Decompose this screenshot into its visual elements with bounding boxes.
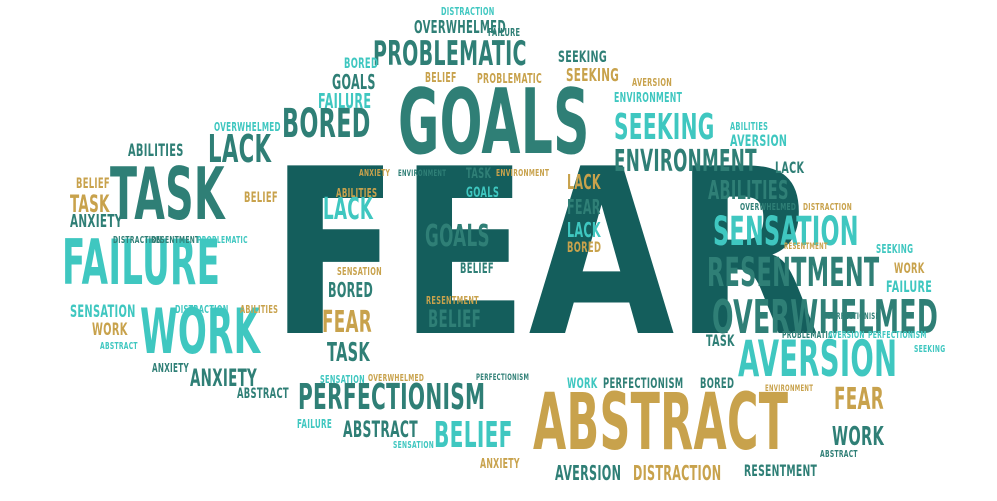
word-perfectionism-right: PERFECTIONISM	[868, 330, 927, 341]
word-bored-upper: BORED	[344, 56, 379, 72]
word-work-small: WORK	[567, 376, 598, 392]
word-abilities-small-gold: ABILITIES	[240, 303, 279, 316]
word-belief-top: BELIEF	[425, 71, 457, 86]
word-seeking-right-bottom: SEEKING	[914, 344, 946, 355]
word-anxiety-small: ANXIETY	[359, 168, 391, 179]
word-belief-bottom: BELIEF	[434, 415, 513, 456]
word-seeking-right: SEEKING	[876, 242, 914, 256]
word-abstract-mid: ABSTRACT	[343, 418, 418, 443]
word-lack-left: LACK	[208, 127, 272, 171]
word-aversion-tiny: AVERSION	[828, 330, 865, 341]
word-lack-small: LACK	[567, 218, 601, 242]
word-lack-mid: LACK	[323, 192, 374, 227]
word-belief-left: BELIEF	[76, 176, 110, 192]
word-aversion: AVERSION	[738, 330, 898, 388]
word-sensation-left: SENSATION	[70, 302, 136, 322]
word-belief-mid: BELIEF	[428, 305, 482, 333]
word-task: TASK	[110, 152, 225, 236]
word-task-mid: TASK	[327, 338, 370, 368]
word-resentment: RESENTMENT	[707, 250, 880, 296]
word-anxiety-bottom: ANXIETY	[480, 457, 520, 472]
word-bored-bottom: BORED	[700, 376, 735, 392]
word-perfectionism-right-small: PERFECTIONISM	[828, 312, 882, 322]
word-abstract: ABSTRACT	[533, 378, 789, 468]
word-goals-mid: GOALS	[425, 219, 490, 254]
word-abstract-left: ABSTRACT	[237, 386, 289, 402]
word-bored-mid: BORED	[328, 278, 374, 302]
word-environment: ENVIRONMENT	[614, 144, 757, 179]
word-perfectionism-small: PERFECTIONISM	[603, 376, 684, 392]
word-distraction-right: DISTRACTION	[803, 202, 853, 213]
word-anxiety-left-upper: ANXIETY	[70, 211, 123, 232]
word-overwhelmed-left: OVERWHELMED	[214, 120, 281, 134]
word-work-right-gold: WORK	[894, 261, 925, 277]
word-distraction-small: DISTRACTION	[175, 303, 229, 316]
word-sensation-bottom: SENSATION	[393, 440, 435, 451]
word-goals-small: GOALS	[466, 185, 500, 201]
word-problematic-right: PROBLEMATIC	[782, 330, 833, 341]
word-failure: FAILURE	[62, 226, 221, 299]
word-aversion-bottom: AVERSION	[555, 461, 622, 485]
word-fear-small: FEAR	[567, 195, 601, 219]
word-task-left-gold: TASK	[70, 190, 110, 218]
word-belief-gold-mid: BELIEF	[244, 190, 278, 206]
word-seeking-top: SEEKING	[558, 47, 608, 66]
word-sensation-small: SENSATION	[337, 265, 382, 278]
word-overwhelmed-top: OVERWHELMED	[414, 17, 506, 38]
word-resentment-small: RESENTMENT	[426, 294, 479, 307]
word-bored-small: BORED	[567, 240, 602, 256]
word-aversion-small: AVERSION	[730, 131, 788, 150]
word-fear-main: FEAR	[270, 121, 821, 388]
word-belief-small: BELIEF	[460, 261, 494, 277]
word-failure-right: FAILURE	[886, 277, 933, 296]
word-abilities-small: ABILITIES	[730, 120, 769, 133]
word-fear-left: FEAR	[322, 305, 373, 340]
word-fear-right: FEAR	[834, 382, 885, 417]
word-distraction-bottom: DISTRACTION	[633, 461, 722, 485]
word-work-right: WORK	[832, 422, 885, 452]
word-goals-upper-left: GOALS	[332, 70, 376, 94]
word-anxiety-small-left: ANXIETY	[152, 361, 189, 375]
word-environment-small: ENVIRONMENT	[398, 169, 447, 179]
word-problematic: PROBLEMATIC	[373, 34, 527, 74]
word-lack-right: LACK	[775, 158, 805, 177]
word-aversion-top: AVERSION	[632, 76, 673, 89]
word-distraction-left: DISTRACTION	[113, 235, 163, 246]
word-problematic-left: PROBLEMATIC	[197, 235, 248, 246]
word-goals: GOALS	[398, 70, 590, 175]
word-perfectionism-tiny: PERFECTIONISM	[476, 373, 530, 383]
word-seeking-gold: SEEKING	[566, 65, 620, 86]
word-resentment-right-tiny: RESENTMENT	[784, 242, 828, 252]
word-problematic-top: PROBLEMATIC	[477, 72, 543, 87]
word-environment-bottom: ENVIRONMENT	[765, 384, 814, 394]
word-anxiety-left: ANXIETY	[190, 364, 258, 392]
word-sensation-tiny: SENSATION	[320, 373, 365, 386]
word-failure-small: FAILURE	[297, 417, 333, 431]
word-abilities-gold: ABILITIES	[336, 186, 378, 200]
word-work: WORK	[140, 295, 261, 368]
word-lack-gold: LACK	[567, 170, 601, 194]
word-environment-top: ENVIRONMENT	[614, 91, 683, 106]
word-distraction-top: DISTRACTION	[441, 5, 495, 18]
word-resentment-left: RESENTMENT	[151, 235, 200, 246]
word-overwhelmed: OVERWHELMED	[712, 290, 939, 344]
word-bored-top: BORED	[282, 101, 371, 147]
word-abstract-right-small: ABSTRACT	[820, 449, 858, 460]
word-failure-upper-left: FAILURE	[318, 89, 372, 113]
word-overwhelmed-right: OVERWHELMED	[740, 202, 797, 213]
word-environment-gold: ENVIRONMENT	[496, 168, 550, 179]
word-task-small: TASK	[466, 166, 492, 182]
word-sensation: SENSATION	[713, 209, 859, 255]
word-resentment-bottom: RESENTMENT	[744, 461, 818, 480]
word-work-left: WORK	[92, 320, 128, 340]
word-task-right: TASK	[706, 331, 735, 350]
word-perfectionism: PERFECTIONISM	[298, 377, 486, 418]
word-abilities-left: ABILITIES	[128, 141, 184, 161]
word-seeking: SEEKING	[614, 107, 715, 148]
word-overwhelmed-tiny: OVERWHELMED	[368, 373, 425, 384]
word-failure-top: FAILURE	[488, 26, 521, 39]
word-abstract-small-left: ABSTRACT	[100, 341, 138, 352]
word-abilities-right: ABILITIES	[708, 176, 789, 206]
